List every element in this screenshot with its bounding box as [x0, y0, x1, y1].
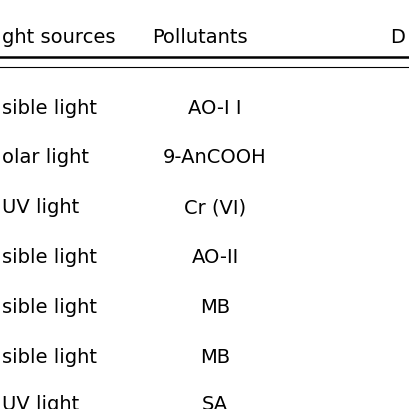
- Text: sible light: sible light: [2, 298, 97, 317]
- Text: sible light: sible light: [2, 98, 97, 117]
- Text: Cr (VI): Cr (VI): [184, 198, 245, 217]
- Text: UV light: UV light: [2, 198, 79, 217]
- Text: 9-AnCOOH: 9-AnCOOH: [163, 148, 266, 167]
- Text: AO-II: AO-II: [191, 248, 238, 267]
- Text: ght sources: ght sources: [2, 28, 115, 47]
- Text: sible light: sible light: [2, 248, 97, 267]
- Text: Pollutants: Pollutants: [152, 28, 247, 47]
- Text: MB: MB: [200, 348, 229, 366]
- Text: UV light: UV light: [2, 395, 79, 409]
- Text: AO-I I: AO-I I: [188, 98, 241, 117]
- Text: D: D: [389, 28, 404, 47]
- Text: SA: SA: [202, 395, 227, 409]
- Text: olar light: olar light: [2, 148, 89, 167]
- Text: MB: MB: [200, 298, 229, 317]
- Text: sible light: sible light: [2, 348, 97, 366]
